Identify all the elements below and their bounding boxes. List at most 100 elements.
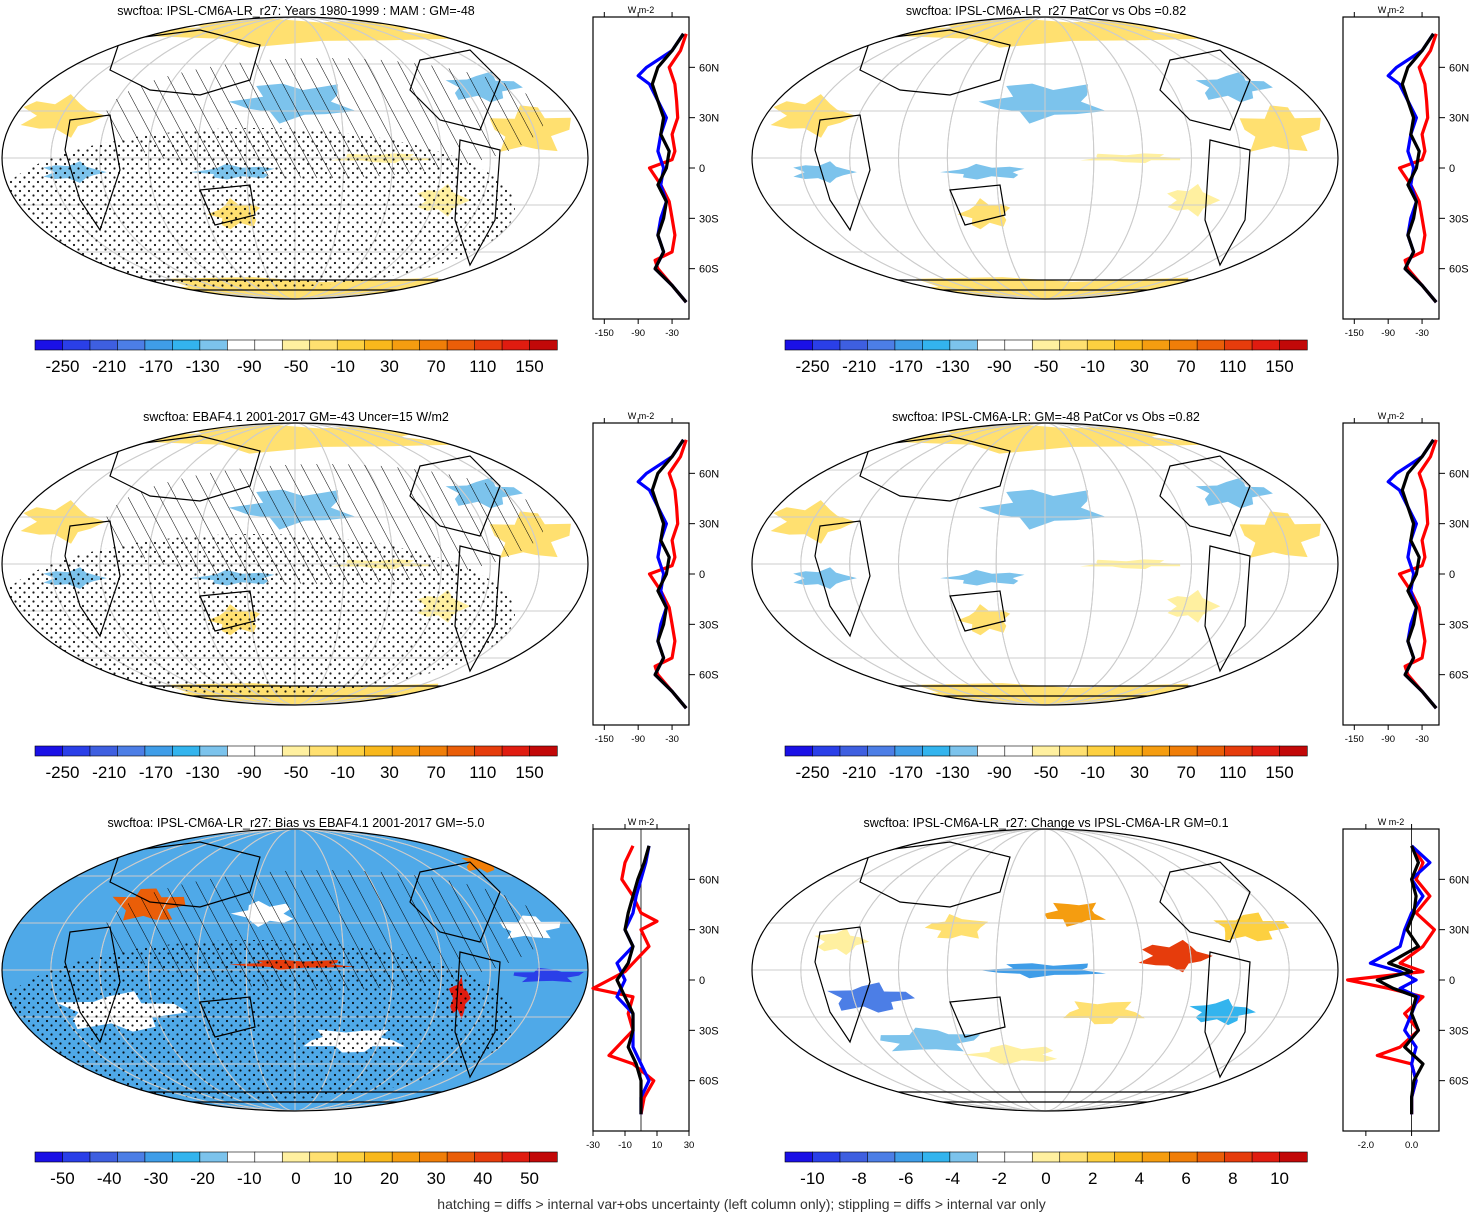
map-shading [851, 17, 1223, 48]
map-shading [793, 567, 857, 589]
profile-series-line [636, 438, 688, 710]
colorbar-swatch [254, 339, 283, 351]
coastline [109, 29, 261, 96]
colorbar-swatch [501, 1151, 531, 1163]
profile-y-tick-label: 60S [1449, 264, 1469, 276]
map-shading [770, 500, 856, 544]
colorbar-tick-label: -30 [144, 1169, 169, 1188]
profile-series-line [1397, 439, 1438, 710]
map-shading [73, 277, 499, 299]
colorbar-swatch [1141, 339, 1171, 351]
colorbar-swatch [1114, 745, 1143, 757]
profile-series-line [615, 845, 651, 1115]
map-gridline [898, 829, 1192, 1111]
profile-unit: W m-2 [1378, 411, 1405, 421]
colorbar-tick-label: -170 [889, 763, 923, 782]
profile-series-line [1375, 845, 1425, 1115]
colorbar-swatch [144, 745, 173, 757]
panel-4: swcftoa: IPSL-CM6A-LR: GM=-48 PatCor vs … [751, 410, 1469, 782]
colorbar-swatch [199, 339, 228, 351]
map-gridline [995, 829, 1095, 1111]
colorbar-swatch [391, 1151, 421, 1163]
map-shading [963, 1044, 1058, 1066]
profile-unit: W m-2 [628, 5, 655, 15]
colorbar-swatch [1086, 339, 1116, 351]
profile-x-tick-label: -150 [595, 734, 614, 745]
colorbar-tick-label: -10 [330, 763, 355, 782]
map-shading [814, 928, 870, 955]
panel-5: swcftoa: IPSL-CM6A-LR_r27: Bias vs EBAF4… [1, 816, 719, 1188]
colorbar-tick-label: 10 [1270, 1169, 1289, 1188]
colorbar-tick-label: 110 [1219, 357, 1246, 376]
coastline [454, 139, 501, 267]
colorbar-tick-label: -50 [1034, 763, 1059, 782]
colorbar-tick-label: 30 [1130, 763, 1149, 782]
colorbar-tick-label: -170 [139, 763, 173, 782]
colorbar-tick-label: 8 [1228, 1169, 1237, 1188]
profile-y-tick-label: 0 [1449, 163, 1455, 175]
colorbar-swatch [1224, 1151, 1253, 1163]
map-shading [101, 423, 473, 454]
colorbar-tick-label: 110 [469, 357, 496, 376]
map-gridline [946, 829, 1144, 1111]
map [1, 828, 589, 1112]
colorbar-tick-label: -10 [1080, 763, 1105, 782]
colorbar-swatch [784, 1151, 814, 1163]
colorbar-swatch [364, 1151, 393, 1163]
colorbar-swatch [474, 745, 503, 757]
colorbar-tick-label: -130 [186, 357, 220, 376]
map-shading [957, 198, 1011, 230]
map-shading [823, 683, 1249, 705]
map-shading [827, 982, 915, 1013]
colorbar-swatch [1031, 745, 1061, 757]
colorbar-tick-label: 6 [1181, 1169, 1190, 1188]
profile-y-tick-label: 60N [1449, 62, 1469, 74]
profile-y-tick-label: 60N [1449, 468, 1469, 480]
colorbar-swatch [281, 1151, 311, 1163]
coastline [949, 184, 1006, 226]
map-shading [1063, 1001, 1145, 1025]
map-gridline [946, 17, 1144, 299]
profile-x-tick-label: -2.0 [1358, 1140, 1374, 1151]
colorbar-swatch [364, 339, 393, 351]
colorbar-swatch [784, 745, 814, 757]
colorbar-tick-label: 20 [380, 1169, 399, 1188]
colorbar-swatch [254, 745, 283, 757]
colorbar-tick-label: -2 [992, 1169, 1007, 1188]
colorbar-swatch [867, 339, 896, 351]
map-gridline [898, 423, 1192, 705]
footer-note: hatching = diffs > internal var+obs unce… [437, 1196, 1046, 1212]
colorbar-tick-label: -90 [237, 763, 262, 782]
map-border [751, 422, 1339, 706]
colorbar-swatch [34, 339, 64, 351]
colorbar-swatch [1059, 745, 1088, 757]
colorbar-swatch [336, 1151, 366, 1163]
colorbar-tick-label: -210 [92, 357, 126, 376]
map-gridline [800, 423, 1290, 705]
zonal-profile: W m-2 -150 -90 -30 60N 30N 0 30S 60S [1342, 5, 1469, 339]
colorbar-swatch [1169, 745, 1198, 757]
profile-series-line [647, 33, 688, 304]
map-shading [770, 94, 856, 138]
colorbar-swatch [1059, 339, 1088, 351]
colorbar-tick-label: -10 [1080, 357, 1105, 376]
map-gridline [995, 17, 1095, 299]
coastline [199, 590, 256, 632]
colorbar-swatch [254, 1151, 283, 1163]
profile-y-tick-label: 60S [699, 1076, 719, 1088]
map-border [751, 16, 1339, 300]
profile-y-tick-label: 30N [1449, 113, 1469, 125]
colorbar-swatch [474, 339, 503, 351]
profile-y-tick-label: 30N [699, 519, 719, 531]
colorbar-swatch [839, 745, 869, 757]
map-gridline [849, 423, 1241, 705]
colorbar-swatch [62, 339, 91, 351]
colorbar-tick-label: 2 [1088, 1169, 1097, 1188]
colorbar-swatch [172, 339, 201, 351]
colorbar-tick-label: 70 [427, 357, 446, 376]
profile-x-tick-label: -30 [665, 734, 679, 745]
coastline [109, 435, 261, 502]
colorbar-tick-label: -250 [45, 357, 79, 376]
coastline [199, 996, 256, 1038]
profile-y-tick-label: 60N [699, 874, 719, 886]
